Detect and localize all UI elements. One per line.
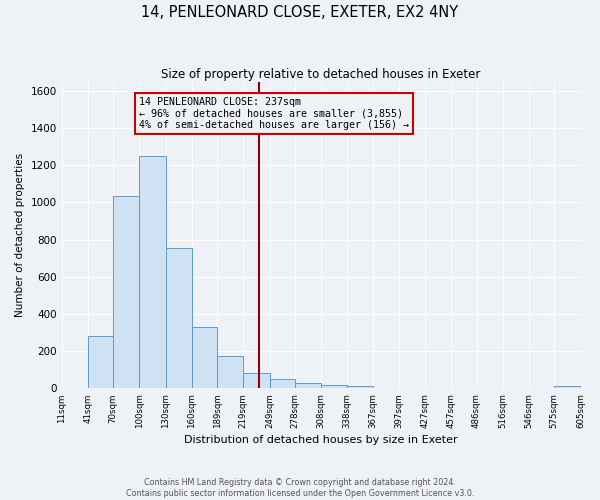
Text: 14 PENLEONARD CLOSE: 237sqm
← 96% of detached houses are smaller (3,855)
4% of s: 14 PENLEONARD CLOSE: 237sqm ← 96% of det… (139, 97, 409, 130)
Bar (166, 248, 192, 388)
Bar (217, 356, 244, 388)
Bar (554, 386, 581, 388)
Bar (295, 382, 321, 388)
Bar (192, 327, 217, 388)
Bar (113, 196, 139, 388)
Text: 14, PENLEONARD CLOSE, EXETER, EX2 4NY: 14, PENLEONARD CLOSE, EXETER, EX2 4NY (142, 5, 458, 20)
Bar (88, 336, 113, 388)
Bar (321, 384, 347, 388)
X-axis label: Distribution of detached houses by size in Exeter: Distribution of detached houses by size … (184, 435, 458, 445)
Text: Contains HM Land Registry data © Crown copyright and database right 2024.
Contai: Contains HM Land Registry data © Crown c… (126, 478, 474, 498)
Bar (139, 156, 166, 388)
Y-axis label: Number of detached properties: Number of detached properties (15, 153, 25, 317)
Bar (244, 372, 269, 388)
Bar (269, 379, 295, 388)
Bar (347, 386, 373, 388)
Title: Size of property relative to detached houses in Exeter: Size of property relative to detached ho… (161, 68, 481, 80)
